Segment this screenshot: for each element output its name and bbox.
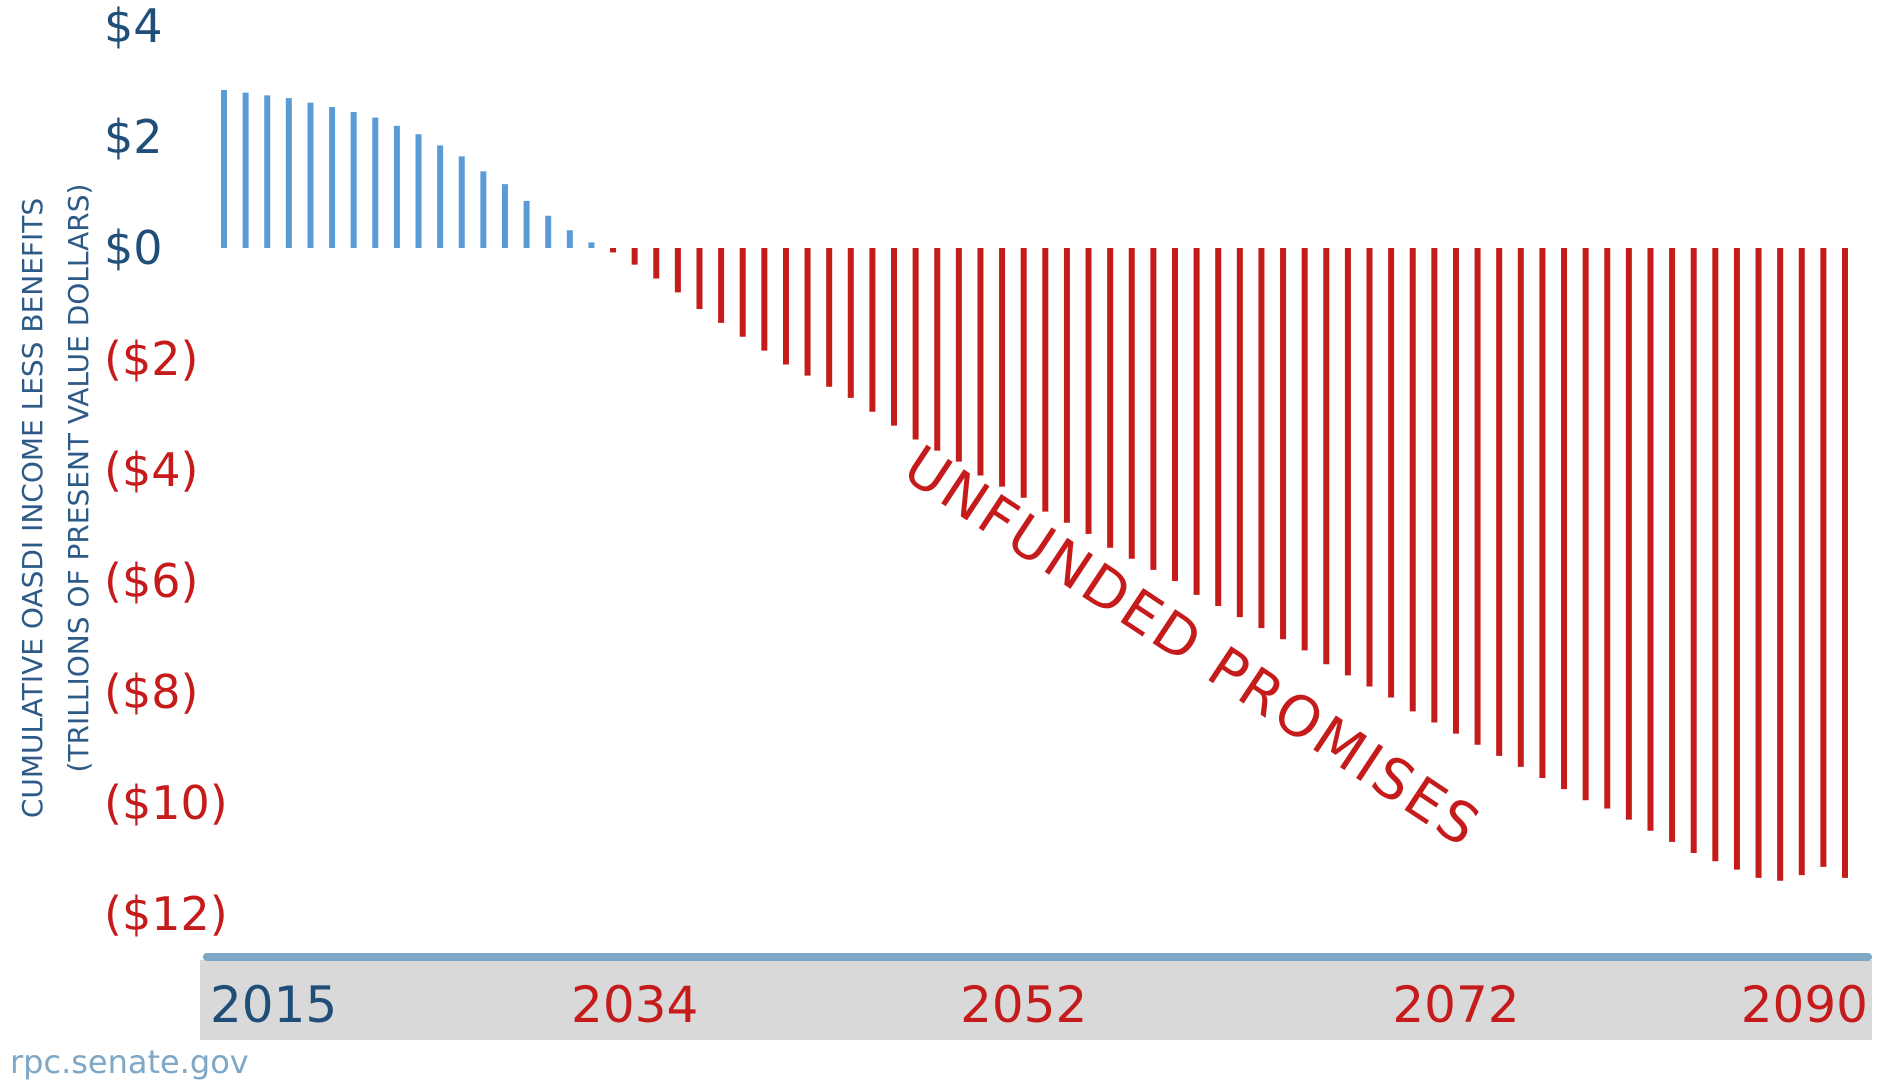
bars-group <box>221 89 1848 881</box>
y-tick-label: ($4) <box>104 443 198 497</box>
y-tick-label: $0 <box>104 221 163 275</box>
y-axis-label-line1: CUMULATIVE OASDI INCOME LESS BENEFITS <box>16 198 49 818</box>
x-tick-label: 2072 <box>1392 976 1519 1034</box>
x-tick-label: 2015 <box>210 976 337 1034</box>
y-tick-label: ($6) <box>104 554 198 608</box>
y-axis-label-line2: (TRILLIONS OF PRESENT VALUE DOLLARS) <box>62 184 95 773</box>
x-axis-band <box>200 960 1872 1040</box>
y-tick-label: ($12) <box>104 887 228 941</box>
y-tick-label: ($8) <box>104 665 198 719</box>
x-tick-label: 2090 <box>1741 976 1868 1034</box>
y-tick-label: $4 <box>104 0 163 53</box>
y-tick-label: $2 <box>104 110 163 164</box>
source-credit: rpc.senate.gov <box>10 1043 249 1081</box>
x-tick-label: 2034 <box>571 976 698 1034</box>
x-axis: 2015 2034 2052 2072 2090 <box>200 953 1872 1040</box>
y-tick-label: ($10) <box>104 776 228 830</box>
x-tick-label: 2052 <box>960 976 1087 1034</box>
y-tick-label: ($2) <box>104 332 198 386</box>
chart-annotation: UNFUNDED PROMISES <box>892 433 1492 861</box>
y-tick-labels: $4 $2 $0 ($2) ($4) ($6) ($8) ($10) ($12) <box>104 0 228 941</box>
y-axis-label: CUMULATIVE OASDI INCOME LESS BENEFITS (T… <box>16 184 95 819</box>
